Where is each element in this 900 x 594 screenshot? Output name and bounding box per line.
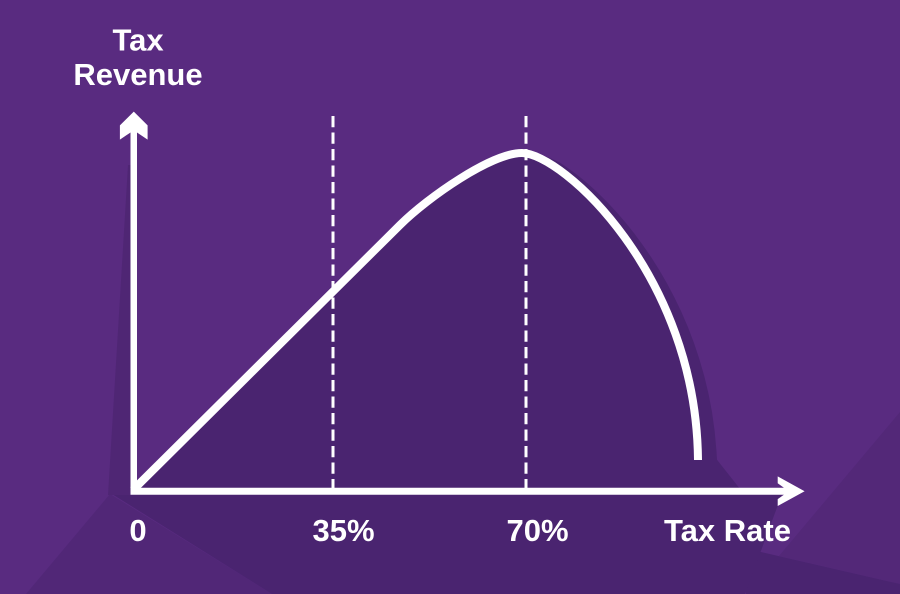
svg-text:35%: 35% bbox=[312, 513, 374, 548]
svg-text:Tax Rate: Tax Rate bbox=[664, 513, 791, 548]
svg-text:0: 0 bbox=[129, 513, 146, 548]
svg-text:Revenue: Revenue bbox=[73, 57, 202, 92]
svg-text:70%: 70% bbox=[506, 513, 568, 548]
svg-text:Tax: Tax bbox=[112, 23, 164, 58]
